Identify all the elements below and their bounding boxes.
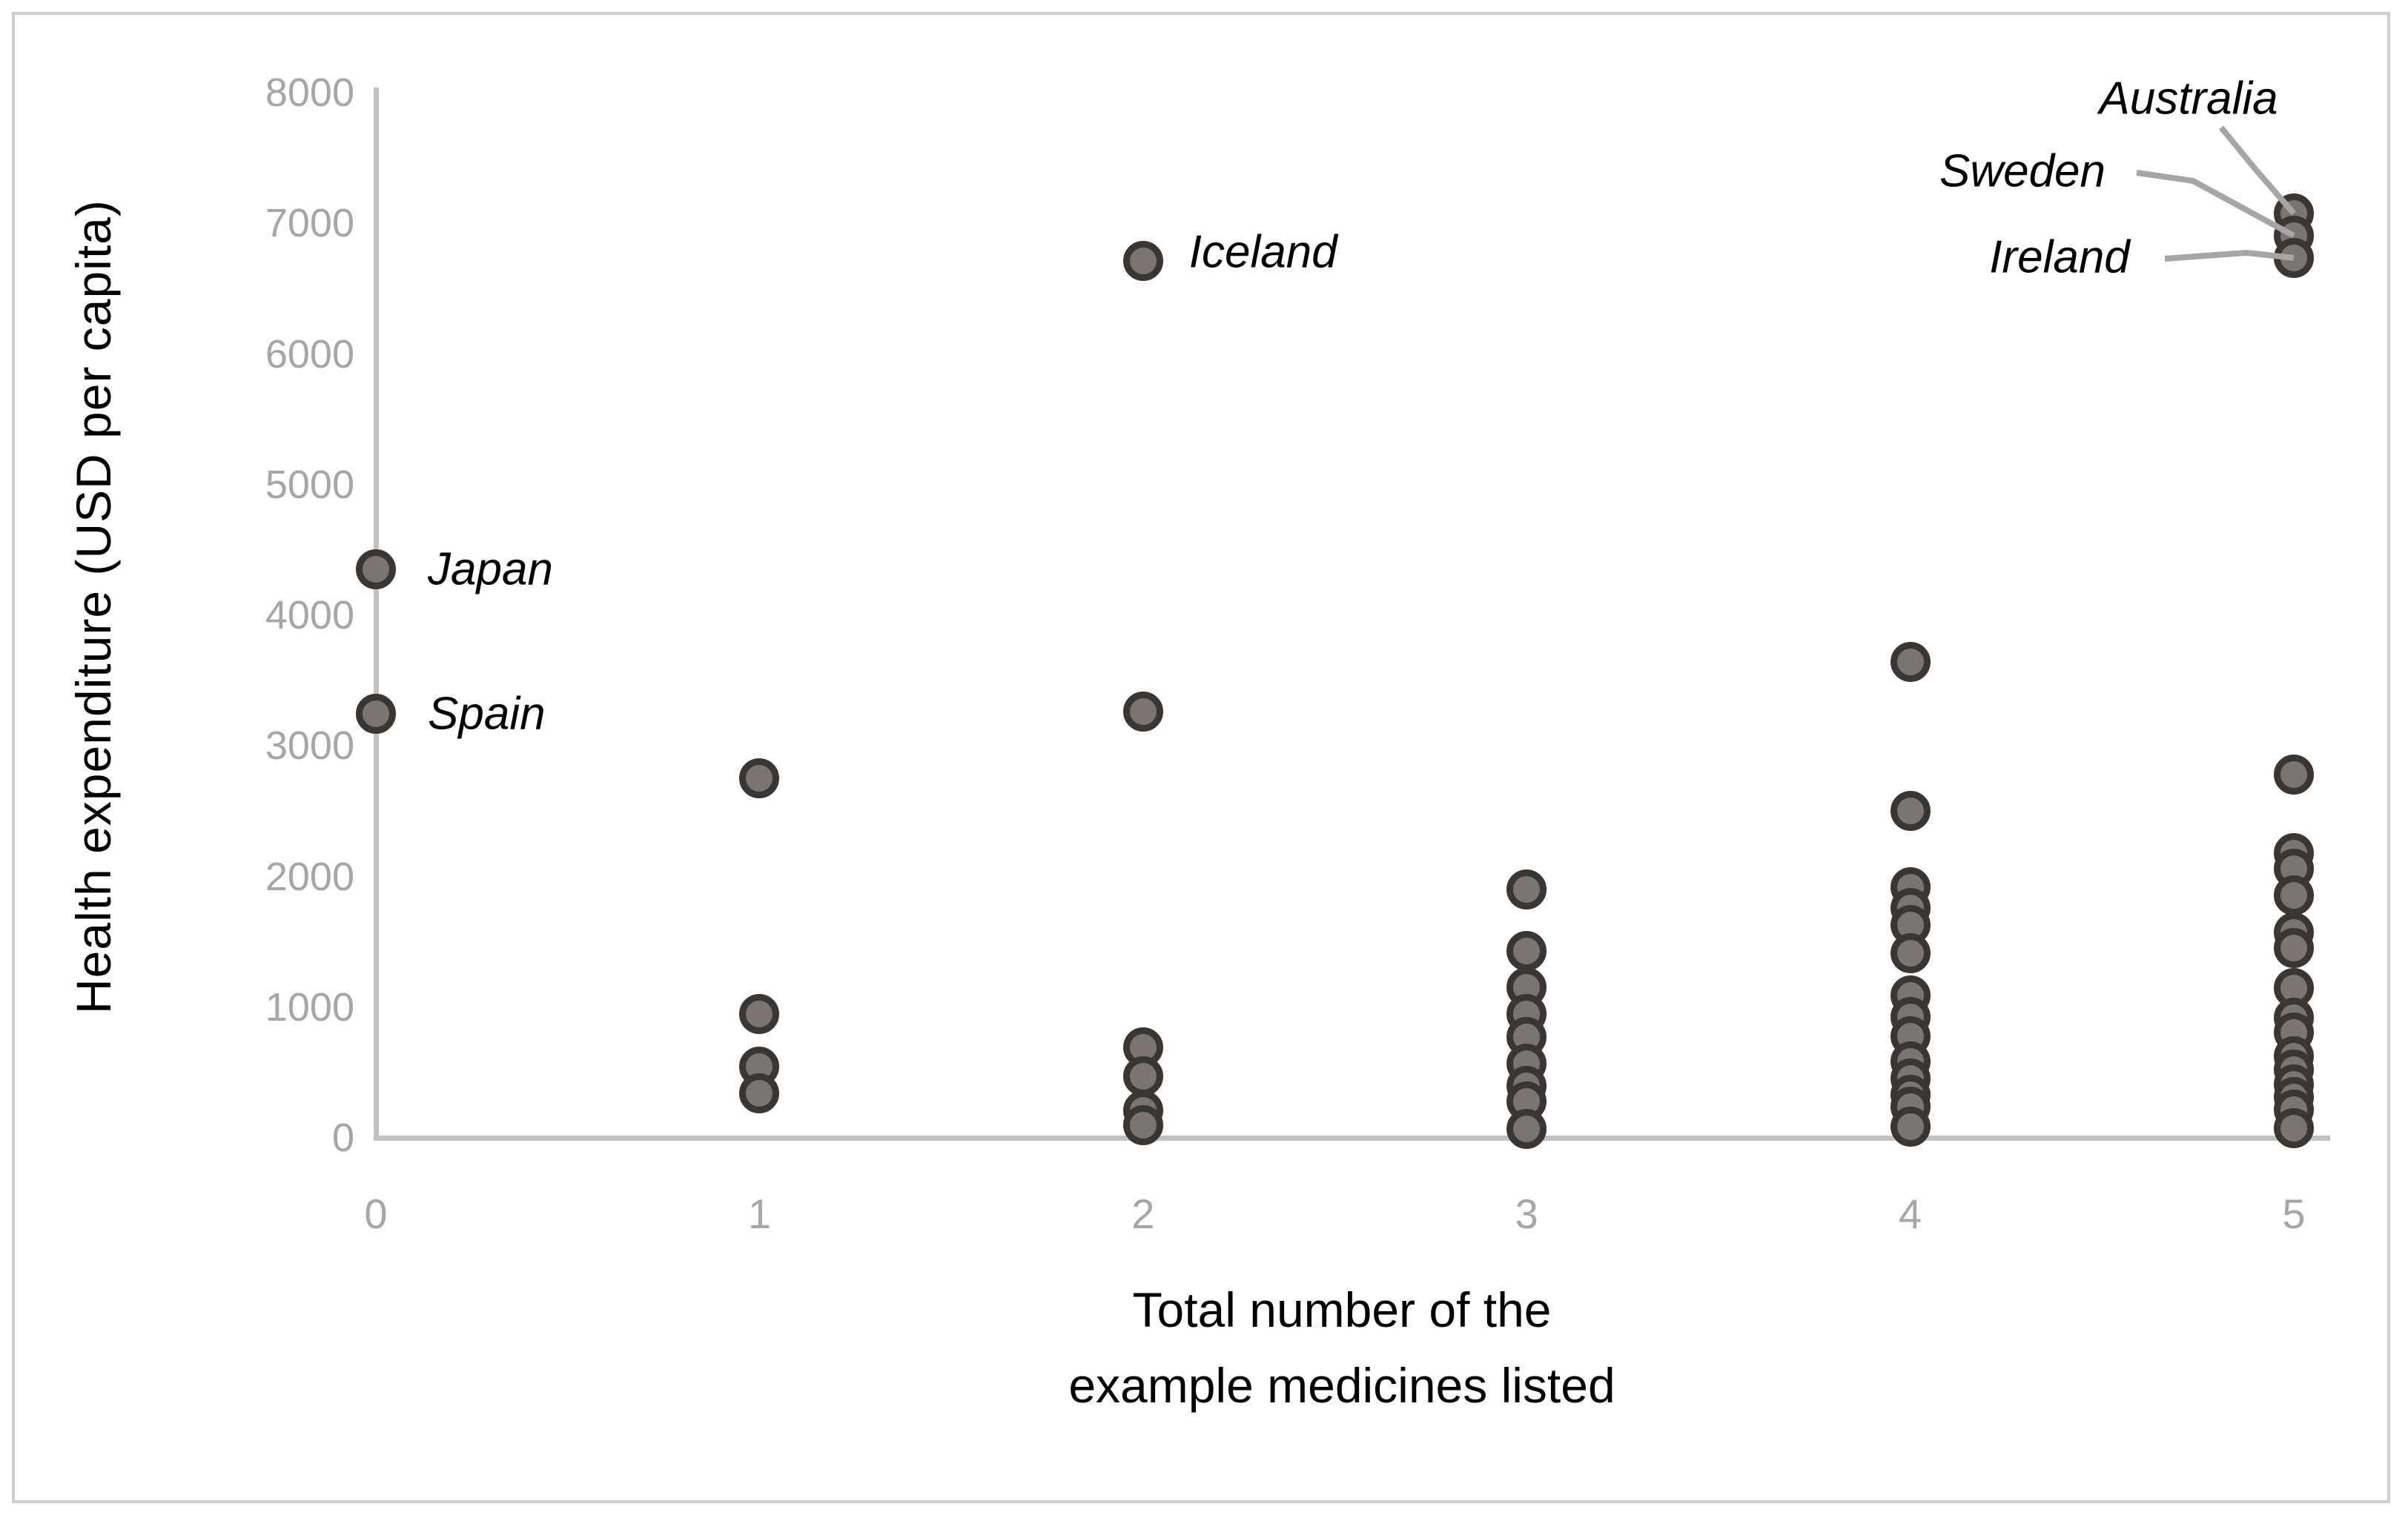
data-point: [1506, 869, 1547, 910]
y-tick-label: 8000: [265, 70, 354, 115]
data-point: [1122, 692, 1163, 732]
country-label-sweden: Sweden: [1939, 145, 2106, 197]
data-point: [2274, 755, 2314, 795]
x-tick-label: 2: [1131, 1190, 1155, 1237]
y-tick-label: 7000: [265, 201, 354, 246]
data-point: [356, 694, 396, 735]
data-point: [1506, 930, 1547, 971]
x-tick-label: 4: [1899, 1190, 1922, 1237]
x-axis-title: Total number of the example medicines li…: [1068, 1272, 1615, 1423]
y-tick-label: 5000: [265, 462, 354, 507]
x-tick-label: 1: [747, 1190, 771, 1237]
data-point: [2274, 1107, 2314, 1148]
data-point: [1890, 1107, 1931, 1147]
y-tick-label: 6000: [265, 331, 354, 377]
data-point: [1890, 791, 1931, 832]
data-point: [2274, 237, 2314, 278]
data-point: [1122, 1105, 1163, 1146]
y-tick-label: 3000: [265, 723, 354, 769]
x-tick-label: 3: [1515, 1190, 1538, 1237]
data-point: [2274, 875, 2314, 916]
x-tick-label: 0: [364, 1190, 388, 1237]
country-label-australia: Australia: [2099, 73, 2278, 125]
x-tick-label: 5: [2282, 1190, 2306, 1237]
data-point: [1506, 1108, 1547, 1149]
y-tick-label: 1000: [265, 984, 354, 1030]
data-point: [1890, 642, 1931, 683]
x-axis-line: [374, 1136, 2330, 1141]
x-axis-title-line1: Total number of the: [1132, 1282, 1552, 1337]
country-label-iceland: Iceland: [1188, 226, 1337, 278]
chart-border-frame: [12, 12, 2390, 1503]
country-label-spain: Spain: [428, 688, 546, 740]
y-axis-line: [374, 87, 379, 1141]
y-axis-title: Health expenditure (USD per capita): [66, 199, 121, 1014]
data-point: [356, 549, 396, 590]
y-tick-label: 2000: [265, 854, 354, 899]
x-axis-title-line2: example medicines listed: [1068, 1358, 1615, 1413]
data-point: [2274, 928, 2314, 969]
data-point: [739, 1073, 780, 1114]
data-point: [1890, 933, 1931, 974]
y-tick-label: 0: [331, 1116, 354, 1160]
data-point: [1122, 241, 1163, 282]
country-label-japan: Japan: [428, 543, 553, 595]
country-label-ireland: Ireland: [1989, 231, 2130, 283]
y-tick-label: 4000: [265, 593, 354, 637]
data-point: [739, 758, 780, 799]
data-point: [739, 993, 780, 1034]
